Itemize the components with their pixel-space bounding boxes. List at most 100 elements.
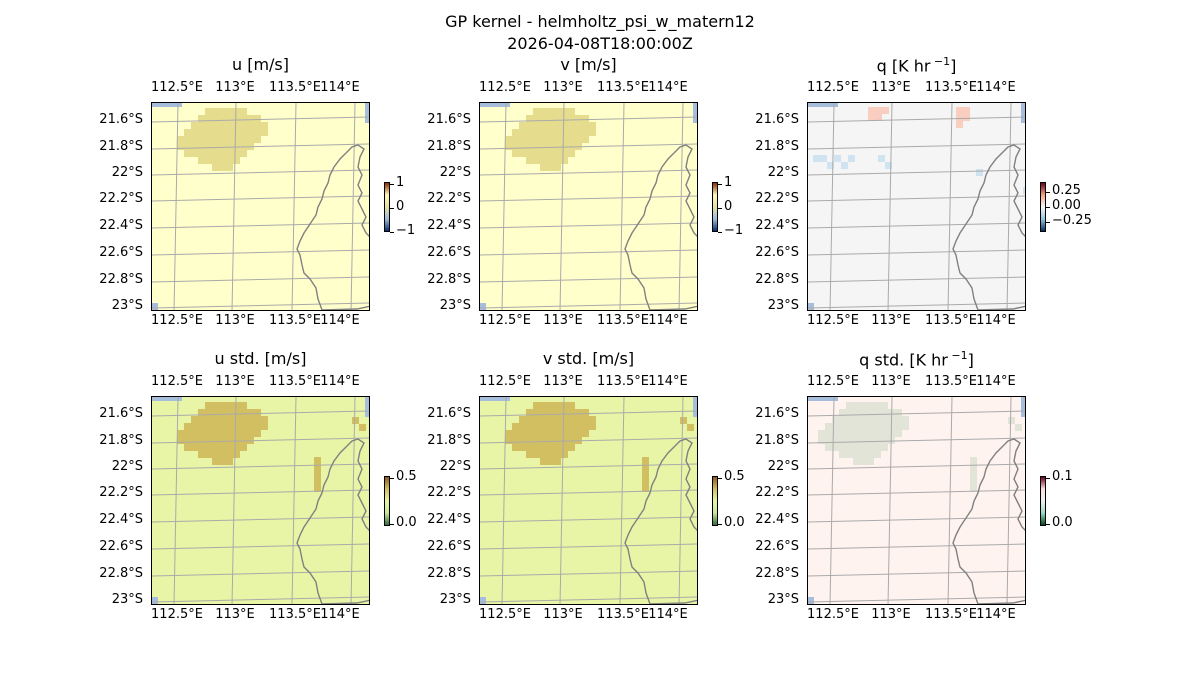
anomaly-cell <box>561 157 568 164</box>
anomaly-cell <box>205 157 212 164</box>
lon-tick-label-bottom: 113°E <box>871 607 911 622</box>
anomaly-cell <box>198 136 205 143</box>
anomaly-cell <box>970 478 977 485</box>
anomaly-cell <box>540 108 547 115</box>
anomaly-cell <box>314 478 321 485</box>
lat-tick-label: 22°S <box>439 459 471 474</box>
anomaly-cell <box>219 108 226 115</box>
anomaly-cell <box>219 157 226 164</box>
graticule-parallel <box>152 596 369 603</box>
anomaly-cell <box>568 444 575 451</box>
colorbar-tick-label: 0.00 <box>1052 198 1081 213</box>
lat-tick-label: 22.4°S <box>99 512 143 527</box>
anomaly-cell <box>582 136 589 143</box>
lat-tick-label: 21.6°S <box>755 112 799 127</box>
anomaly-cell <box>832 430 839 437</box>
anomaly-cell <box>219 437 226 444</box>
q-negative-cell <box>878 155 885 162</box>
lon-tick-label-top: 113.5°E <box>925 374 977 389</box>
lon-tick-label-top: 112.5°E <box>151 374 203 389</box>
anomaly-cell <box>554 451 561 458</box>
anomaly-cell <box>198 451 205 458</box>
q-positive-cell <box>882 107 889 114</box>
graticule-parallel <box>480 437 697 444</box>
graticule-parallel <box>480 143 697 150</box>
anomaly-cell <box>226 402 233 409</box>
anomaly-cell <box>533 136 540 143</box>
lat-tick-label: 22.4°S <box>755 218 799 233</box>
colorbar-tick-label: 0.5 <box>396 469 417 484</box>
anomaly-cell <box>533 402 540 409</box>
anomaly-cell <box>874 451 881 458</box>
anomaly-cell <box>825 437 832 444</box>
q-positive-cell <box>956 114 963 121</box>
anomaly-cell <box>198 430 205 437</box>
anomaly-cell <box>512 143 519 150</box>
anomaly-cell <box>233 157 240 164</box>
anomaly-cell <box>247 129 254 136</box>
anomaly-cell <box>240 423 247 430</box>
lat-tick-label: 21.6°S <box>99 112 143 127</box>
graticule-meridian <box>350 103 356 310</box>
anomaly-cell <box>205 416 212 423</box>
lon-tick-label-top: 113°E <box>871 80 911 95</box>
anomaly-cell <box>540 143 547 150</box>
colorbar-tick-label: 0.1 <box>1052 469 1073 484</box>
anomaly-cell <box>219 402 226 409</box>
q-negative-cell <box>827 162 834 169</box>
anomaly-cell <box>233 143 240 150</box>
anomaly-cell <box>240 122 247 129</box>
anomaly-cell <box>554 136 561 143</box>
anomaly-cell <box>582 423 589 430</box>
anomaly-cell <box>853 416 860 423</box>
anomaly-cell <box>177 143 184 150</box>
colorbar-tick <box>390 184 394 185</box>
anomaly-cell <box>554 108 561 115</box>
anomaly-cell <box>540 423 547 430</box>
anomaly-cell <box>874 416 881 423</box>
lat-tick-label: 21.6°S <box>427 112 471 127</box>
anomaly-cell <box>582 430 589 437</box>
anomaly-cell <box>219 444 226 451</box>
anomaly-cell <box>839 430 846 437</box>
anomaly-cell <box>554 409 561 416</box>
lon-tick-label-top: 113.5°E <box>269 374 321 389</box>
anomaly-cell <box>970 457 977 464</box>
ocean-edge <box>1021 397 1025 417</box>
anomaly-cell <box>240 430 247 437</box>
graticule-parallel <box>808 116 1025 123</box>
anomaly-cell <box>212 423 219 430</box>
lat-tick-label: 22.4°S <box>755 512 799 527</box>
anomaly-cell <box>519 423 526 430</box>
anomaly-cell <box>853 409 860 416</box>
anomaly-cell <box>212 451 219 458</box>
graticule-meridian <box>829 103 835 310</box>
anomaly-cell <box>533 416 540 423</box>
ocean-edge <box>1021 103 1025 123</box>
anomaly-cell <box>205 402 212 409</box>
anomaly-cell <box>177 437 184 444</box>
anomaly-cell <box>547 409 554 416</box>
lon-tick-label-top: 114°E <box>648 80 688 95</box>
graticule-parallel <box>808 410 1025 417</box>
colorbar <box>712 476 718 526</box>
anomaly-cell <box>247 416 254 423</box>
q-positive-cell <box>956 107 963 114</box>
anomaly-cell <box>575 416 582 423</box>
panel-title: u std. [m/s] <box>214 349 307 368</box>
colorbar <box>1040 476 1046 526</box>
anomaly-cell <box>184 136 191 143</box>
anomaly-cell <box>561 115 568 122</box>
graticule-parallel <box>808 489 1025 496</box>
lat-tick-label: 21.6°S <box>99 406 143 421</box>
anomaly-cell <box>860 444 867 451</box>
anomaly-cell <box>219 143 226 150</box>
lon-tick-label-bottom: 112.5°E <box>151 607 203 622</box>
anomaly-cell <box>519 430 526 437</box>
anomaly-cell <box>554 458 561 465</box>
colorbar-tick-label: 0.5 <box>724 469 745 484</box>
anomaly-cell <box>233 136 240 143</box>
lon-tick-label-bottom: 112.5°E <box>807 313 859 328</box>
map-area <box>479 396 698 605</box>
anomaly-cell <box>191 423 198 430</box>
